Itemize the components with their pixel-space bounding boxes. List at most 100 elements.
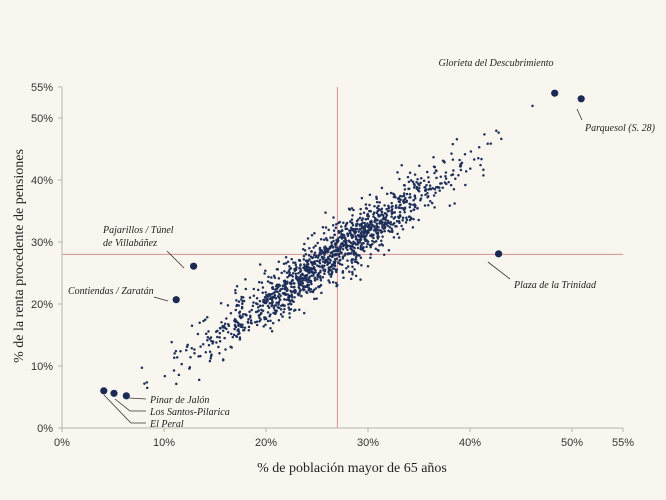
scatter-point: [321, 226, 325, 229]
scatter-point: [377, 207, 381, 211]
scatter-point: [366, 225, 370, 229]
scatter-point: [342, 240, 346, 243]
scatter-point: [209, 336, 213, 339]
scatter-point: [418, 164, 421, 168]
scatter-point: [236, 332, 240, 336]
scatter-point: [265, 293, 268, 297]
scatter-point: [412, 199, 415, 202]
scatter-point: [348, 270, 351, 273]
scatter-point: [352, 258, 355, 261]
scatter-point: [242, 328, 246, 332]
leader-line: [576, 108, 583, 121]
leader-line: [166, 250, 185, 269]
scatter-point: [443, 161, 446, 164]
scatter-point: [392, 192, 395, 195]
scatter-point: [435, 176, 438, 180]
scatter-point: [287, 306, 290, 309]
scatter-point: [356, 246, 360, 250]
scatter-point: [218, 339, 222, 343]
scatter-point: [196, 332, 200, 336]
scatter-point: [316, 275, 319, 279]
scatter-point: [359, 207, 362, 211]
scatter-point: [269, 327, 272, 330]
scatter-point: [336, 237, 340, 240]
scatter-point: [358, 254, 361, 257]
scatter-point: [218, 331, 222, 335]
scatter-point: [423, 204, 427, 207]
scatter-point: [402, 200, 405, 203]
scatter-point: [409, 179, 413, 182]
scatter-point: [264, 291, 267, 294]
scatter-point: [335, 241, 339, 244]
scatter-point: [340, 242, 344, 245]
scatter-point: [294, 274, 298, 278]
scatter-point: [413, 194, 417, 197]
scatter-point: [324, 245, 327, 248]
scatter-point: [427, 188, 430, 191]
scatter-point: [425, 170, 429, 174]
scatter-point: [340, 225, 343, 228]
scatter-point: [335, 257, 339, 261]
scatter-point: [406, 175, 410, 179]
scatter-point: [294, 272, 298, 276]
scatter-point: [337, 221, 340, 225]
scatter-point: [332, 267, 335, 270]
scatter-point: [361, 221, 364, 225]
scatter-point: [350, 207, 354, 210]
scatter-point: [335, 223, 338, 226]
scatter-point: [304, 265, 307, 268]
scatter-point: [477, 157, 480, 160]
scatter-point: [417, 218, 420, 222]
scatter-point: [218, 326, 222, 330]
scatter-point: [184, 348, 188, 352]
scatter-point: [289, 282, 293, 286]
scatter-point: [289, 289, 292, 293]
scatter-point: [225, 327, 228, 331]
scatter-point: [336, 249, 340, 253]
scatter-point: [390, 227, 393, 230]
scatter-point: [193, 351, 196, 355]
scatter-point: [291, 272, 295, 275]
scatter-point: [386, 219, 390, 223]
scatter-point: [298, 290, 302, 293]
scatter-point: [334, 226, 338, 229]
scatter-point: [266, 319, 270, 323]
scatter-point: [307, 263, 310, 266]
scatter-point: [207, 330, 210, 333]
scatter-point: [408, 171, 412, 174]
point-annotation: Contiendas / Zaratán: [68, 286, 154, 297]
scatter-point: [294, 263, 298, 267]
scatter-point: [368, 223, 372, 226]
scatter-point: [355, 260, 359, 264]
scatter-point: [372, 236, 375, 240]
scatter-point: [455, 137, 459, 141]
scatter-point: [311, 290, 315, 293]
scatter-point: [383, 229, 386, 233]
scatter-point: [252, 294, 256, 297]
scatter-point: [298, 277, 301, 281]
scatter-point: [451, 142, 455, 146]
scatter-point: [359, 232, 363, 235]
scatter-point: [240, 298, 243, 301]
scatter-point: [392, 222, 396, 225]
scatter-point: [350, 233, 354, 237]
scatter-point: [360, 230, 364, 233]
scatter-point: [301, 272, 304, 275]
scatter-point: [287, 303, 290, 306]
scatter-point: [380, 231, 383, 234]
scatter-point: [247, 329, 251, 332]
scatter-point: [432, 156, 435, 159]
scatter-point: [303, 285, 307, 288]
scatter-point: [373, 224, 376, 228]
scatter-point: [351, 273, 354, 276]
scatter-point: [407, 187, 411, 190]
scatter-point: [334, 268, 338, 272]
scatter-point: [204, 332, 208, 336]
y-tick-label: 50%: [31, 113, 53, 125]
scatter-point: [433, 165, 437, 169]
scatter-point: [376, 248, 380, 252]
scatter-point: [163, 374, 167, 378]
scatter-point: [366, 217, 370, 220]
scatter-point: [233, 327, 236, 331]
scatter-point: [463, 152, 467, 156]
